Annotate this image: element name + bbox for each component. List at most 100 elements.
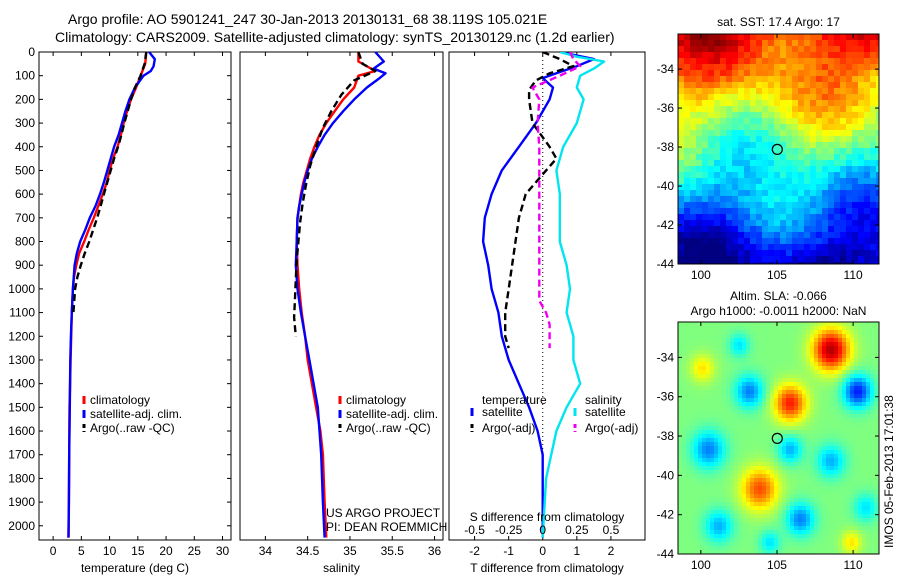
map-cell: [806, 390, 811, 395]
map-cell: [738, 478, 743, 483]
map-cell: [798, 474, 803, 479]
map-cell: [770, 358, 775, 363]
map-cell: [818, 422, 823, 427]
map-cell: [756, 262, 763, 265]
map-cell: [710, 514, 715, 519]
map-cell: [730, 350, 735, 355]
map-cell: [762, 358, 767, 363]
map-cell: [830, 342, 835, 347]
map-cell: [798, 442, 803, 447]
map-cell: [852, 196, 859, 203]
map-cell: [696, 220, 703, 227]
map-cell: [774, 370, 779, 375]
map-cell: [774, 112, 781, 119]
map-cell: [744, 34, 751, 41]
map-cell: [806, 474, 811, 479]
map-cell: [798, 142, 805, 149]
map-cell: [854, 326, 859, 331]
map-cell: [738, 402, 743, 407]
map-cell: [774, 494, 779, 499]
map-cell: [852, 34, 859, 41]
map-cell: [746, 398, 751, 403]
map-cell: [710, 446, 715, 451]
map-cell: [798, 354, 803, 359]
map-cell: [762, 88, 769, 95]
map-cell: [714, 112, 721, 119]
map-cell: [794, 358, 799, 363]
map-cell: [780, 238, 787, 245]
map-cell: [810, 534, 815, 539]
map-cell: [866, 418, 871, 423]
map-cell: [746, 466, 751, 471]
map-cell: [714, 118, 721, 125]
map-cell: [834, 530, 839, 535]
map-cell: [738, 154, 745, 161]
map-cell: [734, 518, 739, 523]
map-cell: [782, 382, 787, 387]
map-cell: [718, 422, 723, 427]
map-cell: [774, 244, 781, 251]
map-cell: [830, 482, 835, 487]
map-cell: [718, 374, 723, 379]
map-cell: [876, 58, 880, 65]
map-cell: [818, 434, 823, 439]
map-cell: [834, 526, 839, 531]
map-cell: [738, 526, 743, 531]
map-cell: [768, 40, 775, 47]
map-cell: [686, 534, 691, 539]
map-cell: [690, 154, 697, 161]
map-cell: [866, 466, 871, 471]
map-cell: [678, 466, 683, 471]
map-cell: [822, 550, 827, 555]
map-cell: [794, 482, 799, 487]
map-cell: [782, 470, 787, 475]
map-cell: [858, 208, 865, 215]
map-cell: [822, 478, 827, 483]
map-cell: [732, 136, 739, 143]
map-cell: [706, 466, 711, 471]
map-cell: [852, 124, 859, 131]
map-cell: [756, 202, 763, 209]
map-cell: [702, 100, 709, 107]
map-cell: [866, 470, 871, 475]
map-cell: [810, 486, 815, 491]
map-cell: [726, 370, 731, 375]
map-cell: [850, 334, 855, 339]
map-cell: [876, 130, 880, 137]
map-cell: [782, 402, 787, 407]
map-cell: [726, 454, 731, 459]
map-cell: [726, 58, 733, 65]
map-cell: [726, 330, 731, 335]
map-cell: [874, 518, 879, 523]
map-cell: [778, 322, 783, 327]
map-cell: [708, 184, 715, 191]
map-cell: [818, 466, 823, 471]
map-cell: [802, 470, 807, 475]
map-cell: [854, 362, 859, 367]
map-cell: [786, 142, 793, 149]
map-cell: [732, 130, 739, 137]
map-cell: [792, 34, 799, 41]
map-cell: [682, 458, 687, 463]
map-cell: [802, 478, 807, 483]
map-cell: [762, 52, 769, 59]
map-cell: [790, 522, 795, 527]
map-cell: [782, 406, 787, 411]
map-cell: [786, 390, 791, 395]
map-cell: [830, 502, 835, 507]
map-cell: [838, 526, 843, 531]
map-cell: [682, 494, 687, 499]
map-cell: [702, 530, 707, 535]
map-cell: [870, 64, 877, 71]
map-cell: [678, 446, 683, 451]
map-cell: [714, 64, 721, 71]
map-cell: [798, 262, 805, 265]
map-cell: [786, 382, 791, 387]
series-line-satellite-adj-clim-: [67, 52, 156, 538]
map-cell: [840, 136, 847, 143]
map-cell: [780, 106, 787, 113]
map-cell: [678, 478, 683, 483]
map-cell: [852, 148, 859, 155]
map-cell: [840, 124, 847, 131]
